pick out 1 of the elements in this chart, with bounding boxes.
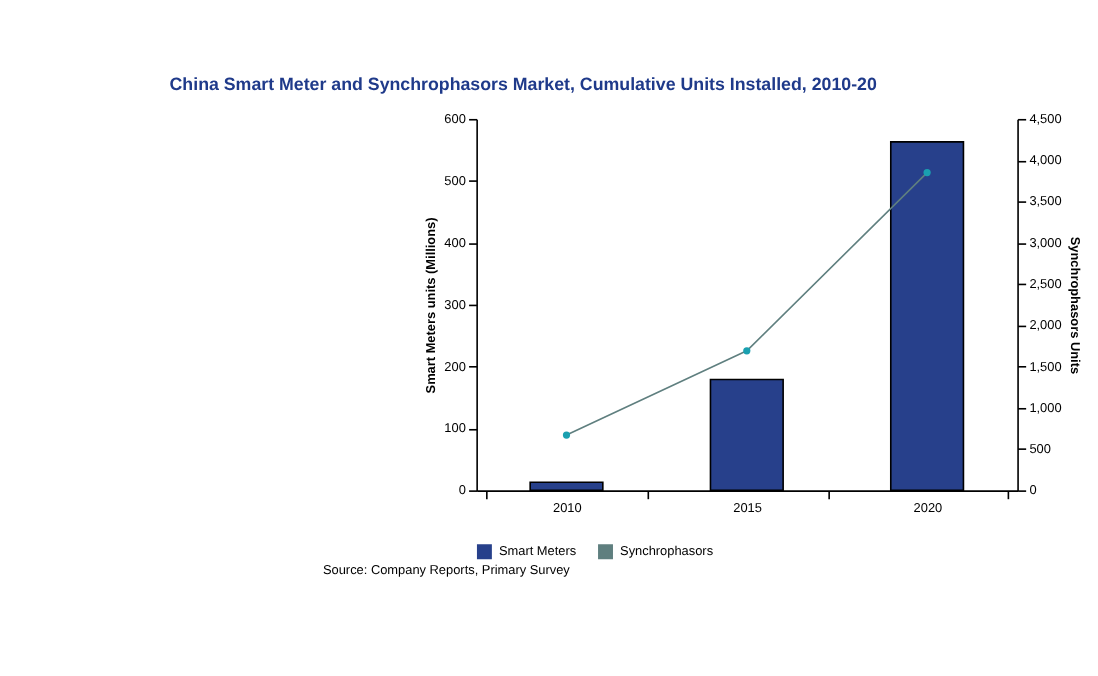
chart-title: China Smart Meter and Synchrophasors Market, Cumulative Units Installed, 2010-20 [169,73,877,94]
